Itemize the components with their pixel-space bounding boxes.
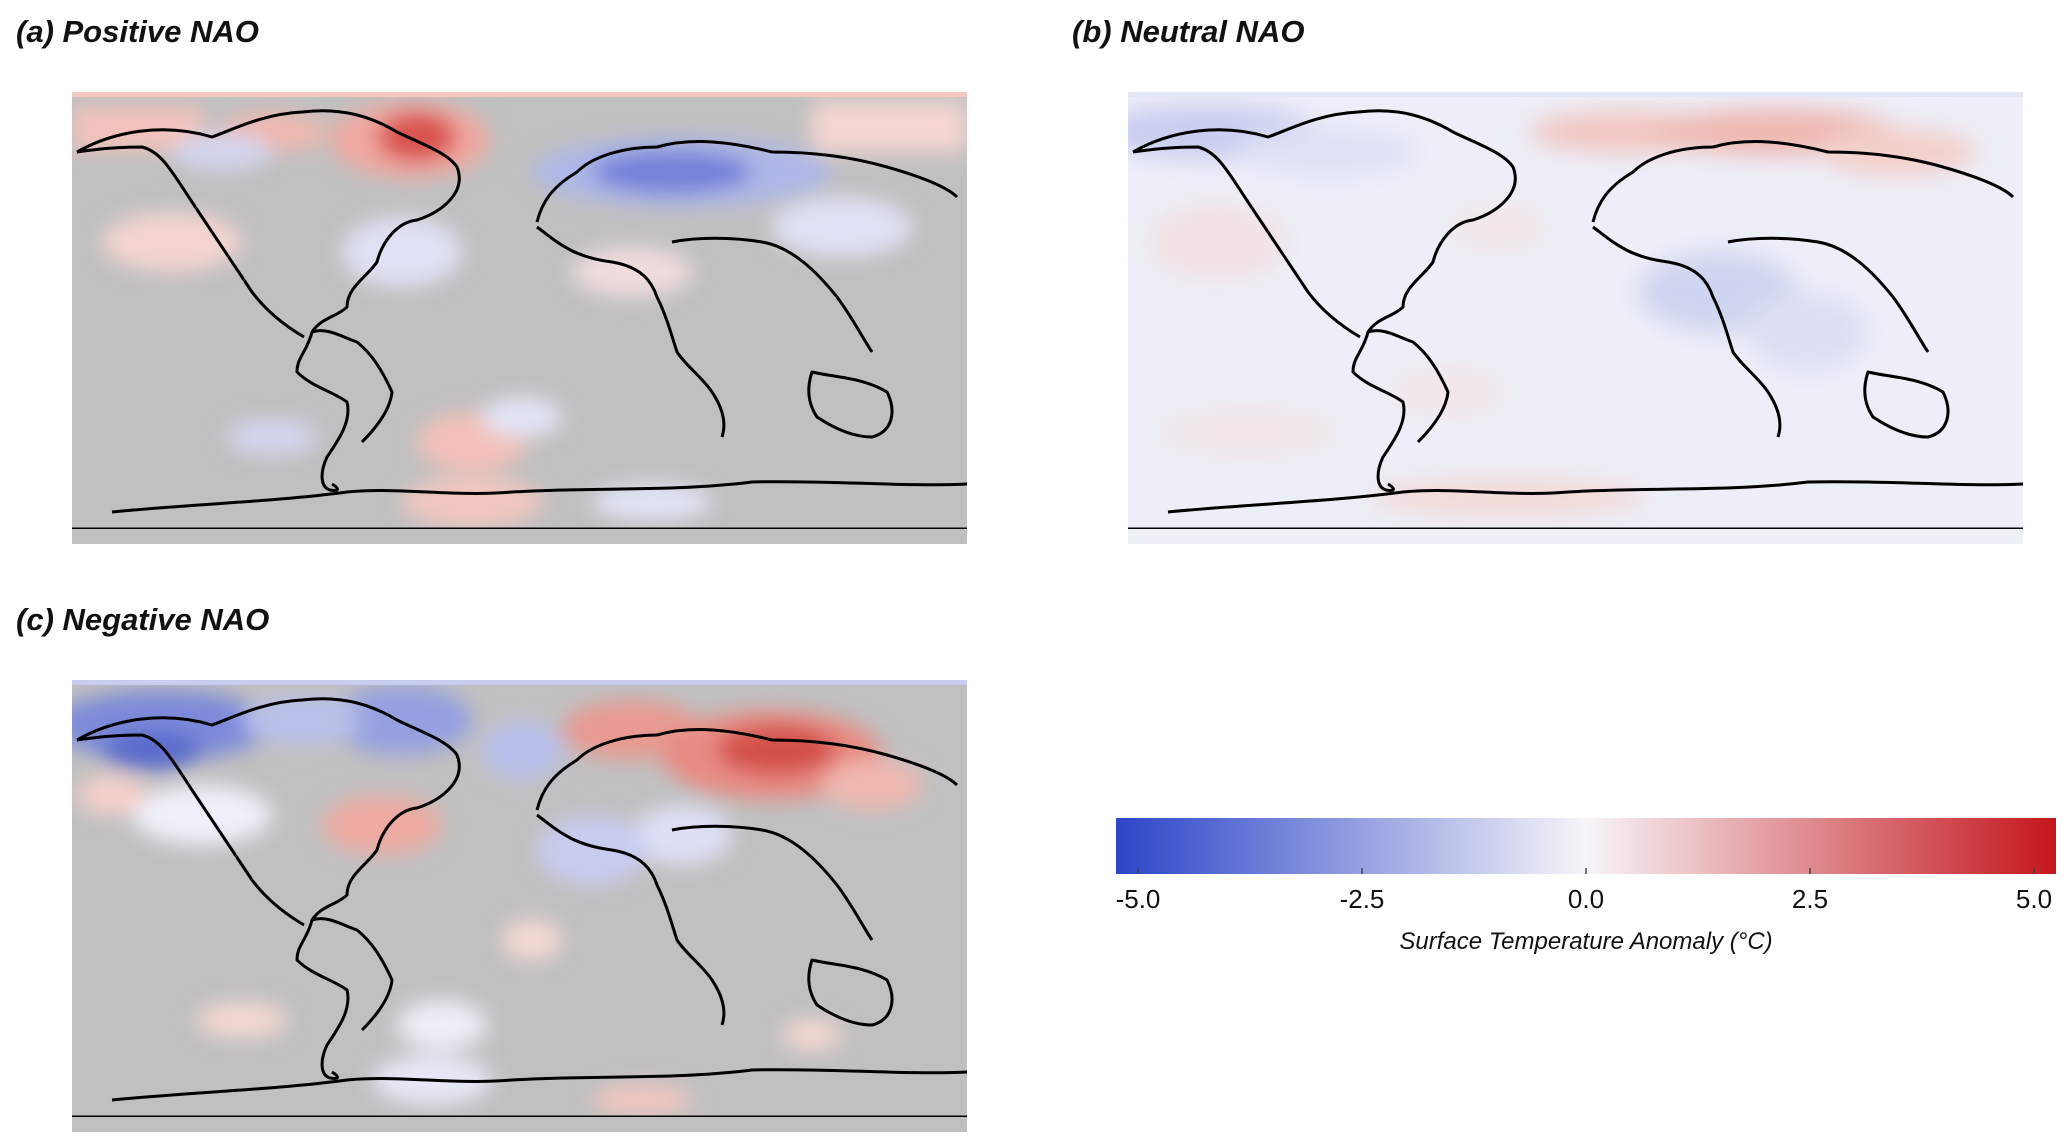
map-positive-nao [72,92,967,544]
colorbar-tick-label: 5.0 [2015,884,2053,914]
colorbar-tick-label: 0.0 [1567,884,1605,914]
colorbar-title: Surface Temperature Anomaly (°C) [1399,928,1773,955]
map-neutral-nao [1128,92,2023,544]
panel-c-title: (c) Negative NAO [16,602,270,637]
colorbar-tick-label: -2.5 [1339,884,1385,914]
panel-b-title: (b) Neutral NAO [1072,14,1305,49]
colorbar-tick-label: -5.0 [1115,884,1161,914]
map-negative-nao [72,680,967,1132]
colorbar: -5.0 -2.5 0.0 2.5 5.0 Surface Temperature An… [1116,818,2056,958]
panel-a-title: (a) Positive NAO [16,14,259,49]
colorbar-gradient [1116,818,2056,874]
colorbar-tick-label: 2.5 [1791,884,1829,914]
